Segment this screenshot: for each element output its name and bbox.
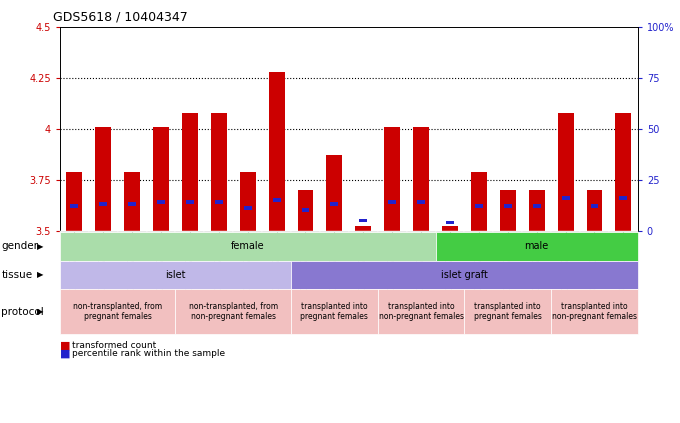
Text: ▶: ▶	[37, 307, 44, 316]
Text: female: female	[231, 241, 265, 251]
Bar	[590, 204, 598, 208]
Bar	[388, 200, 396, 204]
Text: transplanted into
pregnant females: transplanted into pregnant females	[301, 302, 369, 321]
Text: non-transplanted, from
pregnant females: non-transplanted, from pregnant females	[73, 302, 163, 321]
Bar	[240, 172, 256, 231]
Bar	[273, 198, 281, 202]
Bar	[243, 206, 252, 210]
Text: ▶: ▶	[37, 242, 44, 251]
Text: tissue: tissue	[1, 270, 33, 280]
Bar	[67, 172, 82, 231]
Bar	[124, 172, 140, 231]
Bar	[186, 200, 194, 204]
Text: islet graft: islet graft	[441, 270, 488, 280]
Bar	[356, 226, 371, 231]
Bar	[475, 204, 483, 208]
Text: protocol: protocol	[1, 307, 44, 316]
Bar	[504, 204, 512, 208]
Bar	[500, 190, 515, 231]
Text: gender: gender	[1, 241, 38, 251]
Text: male: male	[524, 241, 549, 251]
Bar	[619, 196, 628, 200]
Bar	[562, 196, 570, 200]
Text: ■: ■	[60, 340, 70, 350]
Bar	[359, 219, 367, 222]
Text: ▶: ▶	[37, 270, 44, 280]
Bar	[157, 200, 165, 204]
Bar	[471, 172, 487, 231]
Bar	[211, 113, 226, 231]
Text: ■: ■	[60, 349, 70, 359]
Bar	[128, 202, 136, 206]
Bar	[529, 190, 545, 231]
Text: transplanted into
pregnant females: transplanted into pregnant females	[474, 302, 542, 321]
Bar	[615, 113, 631, 231]
Text: GDS5618 / 10404347: GDS5618 / 10404347	[53, 11, 188, 24]
Bar	[326, 155, 342, 231]
Bar	[153, 127, 169, 231]
Bar	[99, 202, 107, 206]
Bar	[330, 202, 339, 206]
Bar	[587, 190, 602, 231]
Bar	[446, 220, 454, 224]
Bar	[417, 200, 425, 204]
Bar	[215, 200, 223, 204]
Bar	[532, 204, 541, 208]
Bar	[298, 190, 313, 231]
Bar	[70, 204, 78, 208]
Bar	[301, 209, 309, 212]
Text: transplanted into
non-pregnant females: transplanted into non-pregnant females	[379, 302, 464, 321]
Bar	[182, 113, 198, 231]
Text: non-transplanted, from
non-pregnant females: non-transplanted, from non-pregnant fema…	[188, 302, 278, 321]
Text: transformed count: transformed count	[72, 341, 156, 350]
Bar	[384, 127, 400, 231]
Text: transplanted into
non-pregnant females: transplanted into non-pregnant females	[552, 302, 637, 321]
Bar	[442, 226, 458, 231]
Text: islet: islet	[165, 270, 186, 280]
Bar	[558, 113, 573, 231]
Bar	[413, 127, 429, 231]
Bar	[95, 127, 111, 231]
Text: percentile rank within the sample: percentile rank within the sample	[72, 349, 225, 358]
Bar	[269, 72, 284, 231]
